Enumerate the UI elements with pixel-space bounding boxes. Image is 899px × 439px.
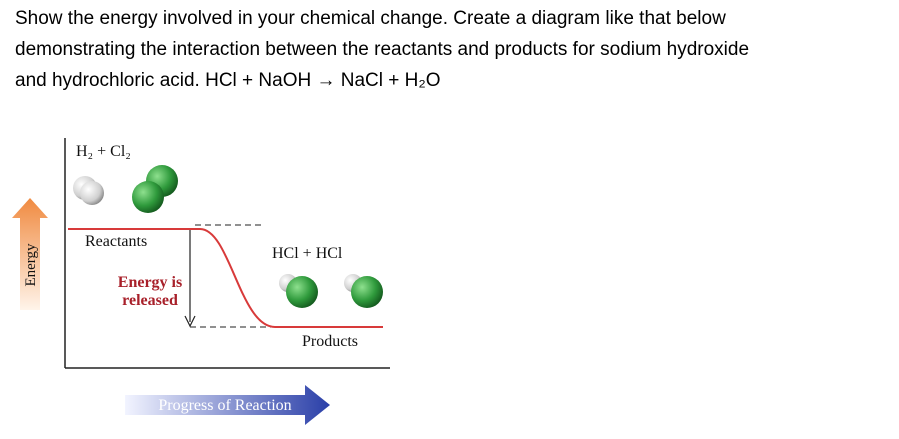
h2-atom — [80, 181, 104, 205]
cl-atom — [351, 276, 383, 308]
cl2-atom — [132, 181, 164, 213]
products-label: Products — [302, 333, 358, 350]
energy-arrow — [12, 198, 48, 310]
reactants-formula: H₂ + Cl₂ — [76, 143, 131, 160]
reactants-label: Reactants — [85, 233, 147, 250]
question-line: demonstrating the interaction between th… — [15, 39, 749, 60]
x-axis-label: Progress of Reaction — [158, 397, 291, 414]
energy-arrow-head — [184, 315, 196, 328]
progress-arrow — [125, 385, 330, 425]
energy-released: Energy is — [118, 274, 182, 291]
y-axis-label: Energy — [23, 243, 39, 287]
products-formula: HCl + HCl — [272, 245, 343, 262]
question-line: Show the energy involved in your chemica… — [15, 8, 726, 29]
energy-released: released — [122, 292, 178, 309]
energy-curve — [68, 228, 383, 328]
question-line: and hydrochloric acid. HCl + NaOH → NaCl… — [15, 70, 441, 91]
diagram: Energy Progress of Reaction H₂ + Cl₂ Rea… — [12, 138, 390, 425]
cl-atom — [286, 276, 318, 308]
